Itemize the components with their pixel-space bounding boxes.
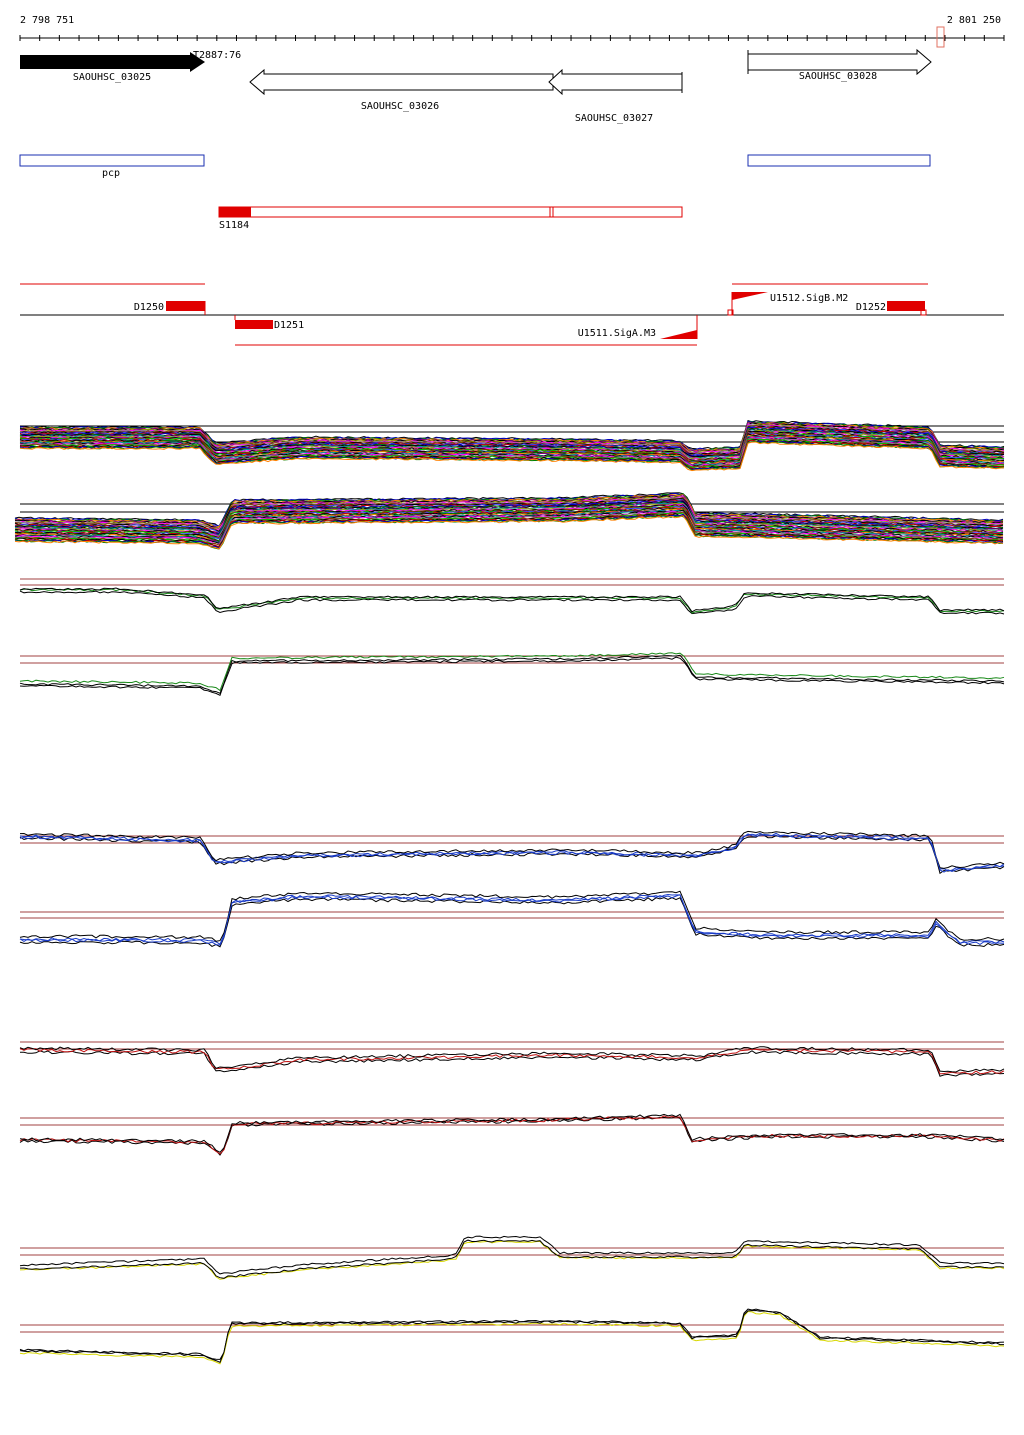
track-cond3-minus-series-2 (19, 1115, 1005, 1155)
segment-label-u1511-siga-m3: U1511.SigA.M3 (578, 328, 656, 339)
region-track: pcp (19, 154, 931, 179)
gene-arrow-saouhsc-03026[interactable] (249, 68, 554, 96)
segment-track: D1250 D1251 U1511.SigA.M3 U1512.SigB.M2 … (20, 283, 1004, 346)
track-all-plus-series-28 (19, 434, 1005, 465)
transcript-label-s1184: S1184 (219, 220, 249, 231)
track-cond2-minus-series-3 (19, 890, 1005, 942)
track-cond3-minus-series-3 (19, 1113, 1005, 1153)
track-cond3-plus (19, 1041, 1005, 1077)
track-all-minus-series-40 (14, 515, 1004, 550)
track-cond4-plus-series-1 (19, 1235, 1005, 1275)
track-cond4-minus-series-3 (19, 1309, 1004, 1363)
track-all-minus-series-14 (14, 500, 1004, 534)
track-cond4-minus-series-1 (19, 1308, 1005, 1360)
gene-label-saouhsc-03027: SAOUHSC_03027 (575, 113, 653, 124)
track-cond2-minus-series-1 (19, 897, 1005, 948)
gene-arrow-saouhsc-03027[interactable] (548, 68, 683, 96)
track-cond1-minus (19, 652, 1005, 696)
track-cond1-plus (19, 578, 1005, 615)
track-cond2-minus (19, 890, 1005, 948)
track-cond3-minus (19, 1113, 1005, 1156)
track-all-minus-series-37 (14, 513, 1004, 548)
track-cond4-plus (19, 1235, 1005, 1280)
track-cond1-plus-series-1 (19, 590, 1005, 615)
track-all-plus-series-40 (19, 441, 1005, 472)
segment-u1511-siga-m3[interactable] (660, 330, 697, 339)
coordinate-ruler: 2 798 751 2 801 250 (19, 15, 1005, 48)
track-cond2-plus-series-3 (19, 830, 1005, 869)
gene-label-saouhsc-03028: SAOUHSC_03028 (799, 71, 877, 82)
region-box-right[interactable] (747, 154, 931, 167)
track-cond3-plus-series-3 (19, 1046, 1005, 1073)
track-all-minus-series-30 (14, 509, 1004, 543)
track-cond1-minus-series-2 (19, 652, 1005, 692)
gene-label-saouhsc-03025: SAOUHSC_03025 (73, 72, 151, 83)
track-cond2-minus-series-2 (19, 893, 1005, 945)
track-cond2-plus-series-1 (19, 834, 1005, 875)
track-cond3-plus-series-1 (19, 1050, 1005, 1077)
track-cond3-plus-series-2 (19, 1048, 1005, 1075)
track-all-plus-series-30 (19, 436, 1005, 467)
region-box-pcp[interactable] (19, 154, 205, 167)
track-cond2-plus-series-4 (19, 833, 1005, 873)
segment-label-d1251: D1251 (274, 320, 304, 331)
ruler-ticks (19, 35, 1005, 41)
segment-d1251[interactable] (235, 320, 273, 329)
track-cond1-minus-series-3 (19, 656, 1005, 696)
track-all-minus-series-18 (14, 501, 1004, 536)
track-cond4-minus-series-2 (19, 1310, 1005, 1365)
transcript-track: S1184 (218, 206, 683, 231)
track-cond1-plus-series-3 (19, 587, 1005, 613)
segment-u1512-sigb-m2[interactable] (732, 292, 768, 300)
track-cond4-plus-series-2 (19, 1240, 1005, 1280)
segment-label-d1252: D1252 (856, 302, 886, 313)
track-all-plus (19, 419, 1005, 472)
gene-track: SAOUHSC_03025 T2887:76 SAOUHSC_03026 SAO… (20, 48, 932, 124)
gene-label-saouhsc-03026: SAOUHSC_03026 (361, 101, 439, 112)
gene-arrow-saouhsc-03028[interactable] (747, 48, 932, 76)
expression-tracks (14, 419, 1005, 1365)
end-coordinate: 2 801 250 (947, 15, 1001, 26)
track-cond1-minus-series-1 (19, 654, 1005, 694)
region-label-pcp: pcp (102, 168, 120, 179)
gene-arrow-saouhsc-03025[interactable] (20, 52, 205, 72)
track-cond4-plus-series-3 (19, 1239, 1005, 1279)
segment-d1250[interactable] (166, 301, 205, 311)
track-all-minus-series-20 (14, 503, 1004, 538)
segment-label-u1512-sigb-m2: U1512.SigB.M2 (770, 293, 848, 304)
track-cond4-minus (19, 1308, 1005, 1365)
tss-label: T2887:76 (193, 50, 241, 61)
track-all-plus-series-39 (19, 440, 1005, 471)
transcript-s1184-filled-segment (219, 207, 251, 217)
start-coordinate: 2 798 751 (20, 15, 74, 26)
track-cond2-plus-series-2 (19, 832, 1005, 872)
track-all-minus-series-8 (14, 496, 1004, 530)
segment-d1252[interactable] (887, 301, 925, 311)
track-cond2-plus (19, 830, 1005, 875)
segment-label-d1250: D1250 (134, 302, 164, 313)
track-cond2-minus-series-4 (19, 894, 1005, 946)
transcript-s1184[interactable] (218, 206, 683, 218)
ruler-marker (936, 26, 945, 48)
track-all-minus (14, 492, 1004, 550)
